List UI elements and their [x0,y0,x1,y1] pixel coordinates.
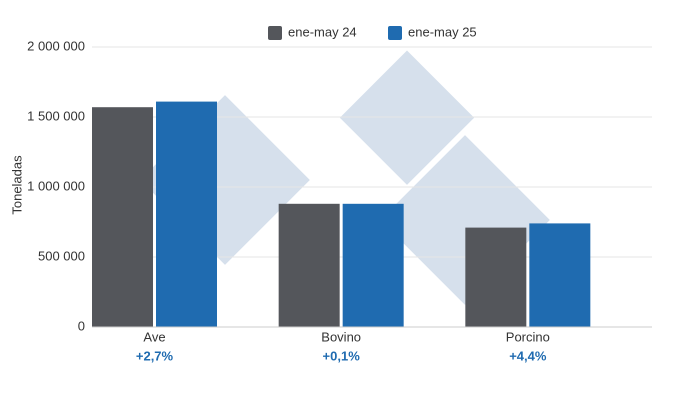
bar [465,227,527,327]
legend-label: ene-may 25 [408,24,477,39]
annotation: +0,1% [323,348,361,363]
bar [92,107,153,327]
y-tick-label: 500 000 [38,248,85,263]
x-tick-label: Ave [143,329,165,344]
y-tick-label: 0 [78,318,85,333]
bar [342,203,404,327]
x-tick-label: Bovino [321,329,361,344]
legend-swatch [268,26,282,40]
legend-swatch [388,26,402,40]
y-axis-label: Toneladas [9,155,24,215]
annotation: +2,7% [136,348,174,363]
bar [278,203,340,327]
y-tick-label: 1 500 000 [27,108,85,123]
y-tick-label: 2 000 000 [27,38,85,53]
legend-label: ene-may 24 [288,24,357,39]
bar [529,223,591,327]
x-tick-label: Porcino [506,329,550,344]
bar [156,101,217,327]
annotation: +4,4% [509,348,547,363]
y-tick-label: 1 000 000 [27,178,85,193]
